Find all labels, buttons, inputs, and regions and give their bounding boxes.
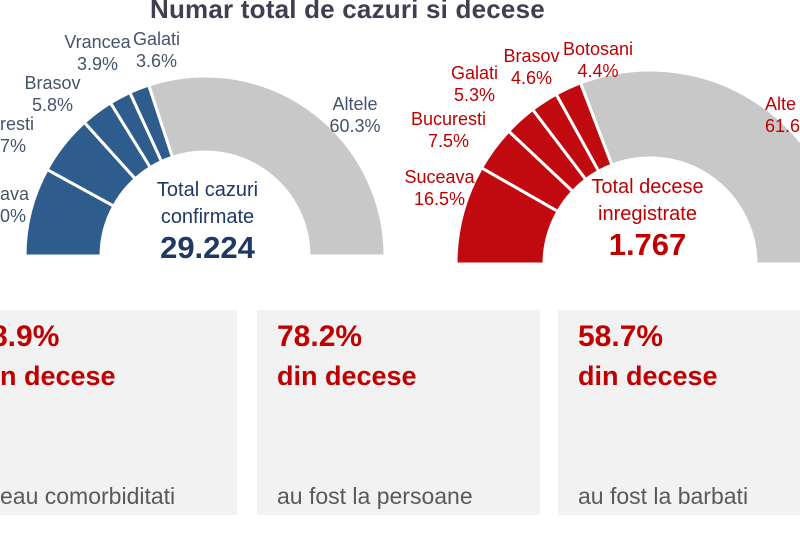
stat-body: au fost la barbati <box>578 414 748 534</box>
label-brasov-deaths-name: Brasov <box>503 46 560 66</box>
stat-label: n decese <box>0 361 116 391</box>
deaths-center-line2: inregistrate <box>598 203 697 225</box>
label-bucuresti-cases-pct: 7% <box>0 136 27 156</box>
label-botosani-pct: 4.4% <box>577 61 619 81</box>
label-altele-cases-pct: 60.3% <box>329 116 381 136</box>
stat-percent: 8.9% <box>0 320 60 353</box>
slice-altele <box>146 74 387 258</box>
label-suceava-deaths-pct: 16.5% <box>413 189 466 209</box>
label-brasov-cases-pct: 5.8% <box>31 95 74 115</box>
label-suceava-cases-pct: 0% <box>0 206 27 226</box>
stat-percent: 58.7% <box>578 320 664 353</box>
stat-panel-over-60: 78.2% din decese au fost la persoane pes… <box>257 310 540 515</box>
label-brasov-deaths-pct: 4.6% <box>510 68 553 88</box>
stat-panel-men: 58.7% din decese au fost la barbati <box>558 310 800 515</box>
label-bucuresti-deaths: Bucuresti 7.5% <box>406 108 491 152</box>
label-galati-cases-name: Galati <box>132 29 181 49</box>
cases-center-line1: Total cazuri <box>156 179 259 201</box>
cases-center-text: Total cazuri confirmate 29.224 <box>115 177 300 265</box>
label-altele-deaths-pct: 61.6 <box>765 116 800 136</box>
stat-body: eau comorbiditati ociate <box>0 414 175 534</box>
label-vrancea: Vrancea 3.9% <box>55 31 140 75</box>
stat-percent: 78.2% <box>277 320 363 353</box>
cases-total: 29.224 <box>160 230 255 265</box>
label-bucuresti-deaths-name: Bucuresti <box>410 109 487 129</box>
label-altele-cases-name: Altele <box>332 94 378 114</box>
stat-body-line: au fost la barbati <box>578 483 749 509</box>
label-galati-cases: Galati 3.6% <box>114 28 199 72</box>
label-vrancea-name: Vrancea <box>64 32 131 52</box>
label-brasov-cases-name: Brasov <box>24 73 81 93</box>
page-title: Numar total de cazuri si decese <box>150 0 545 24</box>
stat-body: au fost la persoane peste 60 ani <box>277 414 473 534</box>
label-altele-cases: Altele 60.3% <box>315 93 395 137</box>
label-botosani-name: Botosani <box>562 39 634 59</box>
label-galati-deaths-name: Galati <box>450 63 499 83</box>
label-brasov-cases: Brasov 5.8% <box>10 72 95 116</box>
label-altele-deaths-cut: Alte 61.6 <box>765 93 800 137</box>
label-botosani-deaths: Botosani 4.4% <box>553 38 643 82</box>
deaths-center-text: Total decese inregistrate 1.767 <box>555 174 740 262</box>
label-galati-cases-pct: 3.6% <box>135 51 178 71</box>
label-galati-deaths: Galati 5.3% <box>432 62 517 106</box>
label-brasov-deaths: Brasov 4.6% <box>489 45 574 89</box>
stat-body-line: eau comorbiditati <box>0 483 176 509</box>
label-altele-deaths-name: Alte <box>765 94 797 114</box>
cases-center-line2: confirmate <box>160 206 255 228</box>
deaths-total: 1.767 <box>608 227 687 262</box>
label-suceava-cases-name: ava <box>0 184 30 204</box>
label-bucuresti-cases-cut: resti 7% <box>0 113 70 157</box>
deaths-center-line1: Total decese <box>591 176 704 198</box>
slice-altele <box>578 68 800 266</box>
label-vrancea-pct: 3.9% <box>76 54 119 74</box>
stat-body-line: au fost la persoane <box>277 483 473 509</box>
label-galati-deaths-pct: 5.3% <box>453 85 496 105</box>
stat-label: din decese <box>578 361 718 391</box>
label-bucuresti-deaths-pct: 7.5% <box>427 131 470 151</box>
label-suceava-deaths: Suceava 16.5% <box>397 166 482 210</box>
label-suceava-cases-cut: ava 0% <box>0 183 70 227</box>
label-bucuresti-cases-name: resti <box>0 114 35 134</box>
stat-label: din decese <box>277 361 417 391</box>
label-suceava-deaths-name: Suceava <box>404 167 475 187</box>
stat-panel-comorbidities: 8.9% n decese eau comorbiditati ociate <box>0 310 237 515</box>
